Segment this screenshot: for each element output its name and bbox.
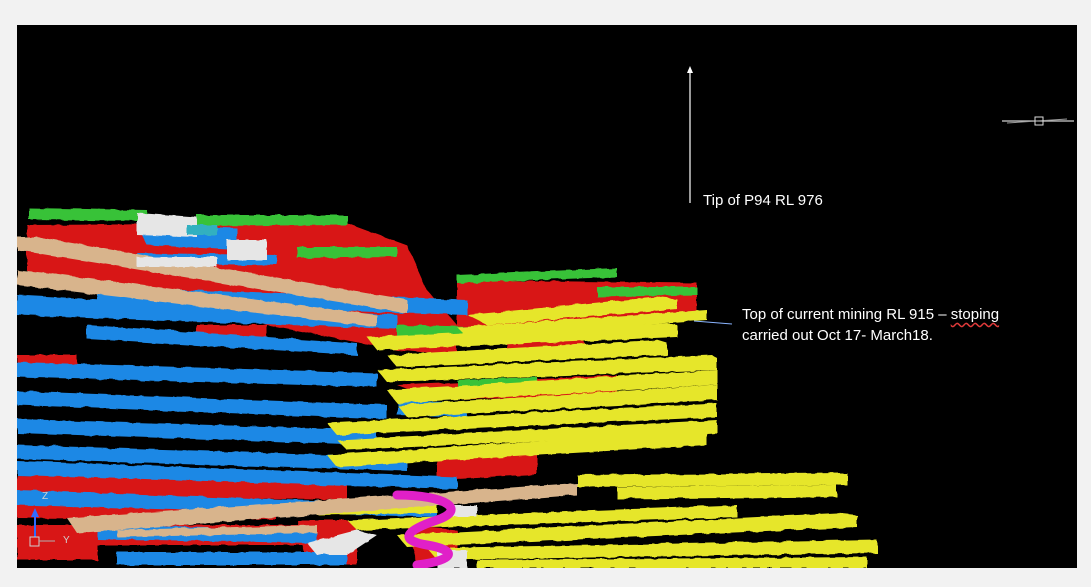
current-mining-annotation: Top of current mining RL 915 – stoping c… (742, 304, 999, 346)
axis-y-label: Y (63, 535, 70, 546)
yellow-levels (317, 297, 877, 568)
3d-viewport[interactable]: Tip of P94 RL 976 Top of current mining … (17, 25, 1077, 568)
tip-arrow-head (687, 66, 693, 73)
axis-triad (29, 508, 55, 547)
spellcheck-underlined-word: stoping (950, 306, 1000, 323)
cyan-fragment (187, 225, 217, 235)
current-mining-annotation-line1: Top of current mining RL 915 – stoping (742, 306, 1000, 323)
current-mining-annotation-line2: carried out Oct 17- March18. (742, 327, 933, 344)
top-leader-line (693, 320, 733, 325)
axis-z-label: Z (42, 491, 49, 502)
tan-decline (17, 237, 577, 537)
white-ramp (137, 213, 477, 568)
mine-model-scene[interactable] (17, 25, 1077, 568)
view-orientation-widget[interactable] (1002, 116, 1074, 126)
tip-annotation: Tip of P94 RL 976 (703, 192, 823, 209)
magenta-ramp (392, 490, 456, 568)
